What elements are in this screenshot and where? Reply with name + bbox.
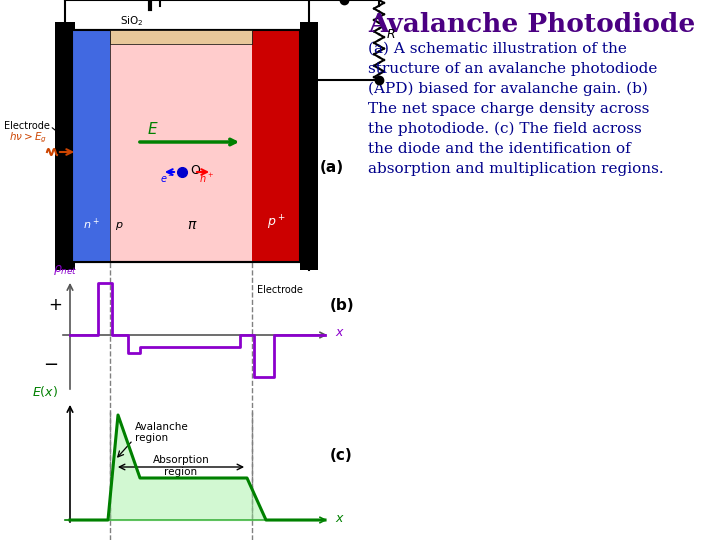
Text: Avalanche: Avalanche <box>135 422 189 432</box>
Text: region: region <box>135 433 168 443</box>
Text: The net space charge density across: The net space charge density across <box>368 102 649 116</box>
Bar <box>72 30 110 262</box>
Text: structure of an avalanche photodiode: structure of an avalanche photodiode <box>368 62 657 76</box>
Text: Absorption: Absorption <box>153 455 210 465</box>
Bar <box>72 30 110 262</box>
Bar <box>72 30 300 262</box>
Text: SiO$_2$: SiO$_2$ <box>120 14 143 28</box>
Text: −: − <box>43 356 58 374</box>
Text: absorption and multiplication regions.: absorption and multiplication regions. <box>368 162 664 176</box>
Text: Electrode: Electrode <box>4 121 50 131</box>
Text: $h^+$: $h^+$ <box>199 172 215 185</box>
Text: Avalanche Photodiode: Avalanche Photodiode <box>368 12 696 37</box>
Text: $n^+$: $n^+$ <box>83 217 99 232</box>
Text: (c): (c) <box>330 448 353 463</box>
Text: $h\nu > E_g$: $h\nu > E_g$ <box>9 131 47 145</box>
Text: $p$: $p$ <box>114 220 123 232</box>
Text: region: region <box>164 467 197 477</box>
Text: O: O <box>190 165 200 178</box>
Text: +: + <box>48 296 62 314</box>
Text: $E(x)$: $E(x)$ <box>32 384 58 399</box>
Text: (a) A schematic illustration of the: (a) A schematic illustration of the <box>368 42 627 56</box>
Text: $E$: $E$ <box>147 121 158 137</box>
Text: Electrode: Electrode <box>257 285 303 295</box>
Bar <box>252 30 300 262</box>
Text: the photodiode. (c) The field across: the photodiode. (c) The field across <box>368 122 642 137</box>
Text: $\rho_{net}$: $\rho_{net}$ <box>53 263 77 277</box>
Text: (a): (a) <box>320 160 344 175</box>
Text: $p^+$: $p^+$ <box>266 214 285 232</box>
Text: the diode and the identification of: the diode and the identification of <box>368 142 631 156</box>
Text: $x$: $x$ <box>335 511 345 524</box>
Bar <box>110 30 252 44</box>
Text: R: R <box>387 29 395 42</box>
Text: $e^-$: $e^-$ <box>160 174 174 185</box>
Text: $x$: $x$ <box>335 326 345 339</box>
Bar <box>72 30 300 262</box>
Text: (APD) biased for avalanche gain. (b): (APD) biased for avalanche gain. (b) <box>368 82 648 97</box>
Bar <box>300 22 318 270</box>
Bar <box>55 22 75 270</box>
Text: $\pi$: $\pi$ <box>186 218 197 232</box>
Text: (b): (b) <box>330 298 355 313</box>
